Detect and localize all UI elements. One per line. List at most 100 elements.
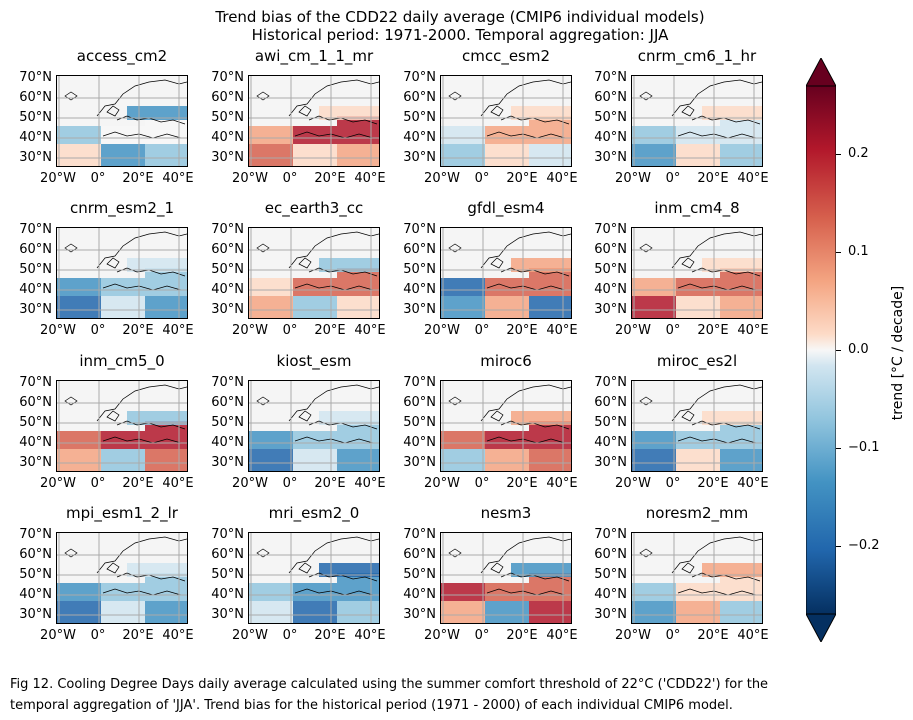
y-tick-label: 70°N — [594, 70, 627, 85]
bias-cell — [511, 258, 571, 272]
subplot-title: miroc_es2l — [656, 352, 738, 370]
bias-cell — [511, 106, 571, 120]
bias-cell — [337, 421, 379, 449]
y-tick-label: 60°N — [594, 547, 627, 562]
x-tick-label: 0° — [665, 171, 681, 186]
bias-cell — [337, 268, 379, 296]
subplot-title: kiost_esm — [276, 352, 352, 370]
x-tick-label: 20°E — [697, 323, 729, 338]
y-tick-label: 70°N — [403, 70, 436, 85]
x-tick-label: 40°E — [546, 628, 578, 643]
x-tick-label: 40°E — [354, 171, 386, 186]
subplot-title: inm_cm4_8 — [654, 199, 740, 217]
bias-cell — [57, 449, 101, 471]
bias-cell — [101, 449, 145, 471]
bias-cell — [441, 144, 485, 166]
bias-cell — [632, 583, 676, 601]
bias-cell — [293, 449, 337, 471]
colorbar-tick-mark — [836, 252, 841, 254]
bias-cell — [57, 144, 101, 166]
map-area — [631, 75, 763, 167]
x-tick-label: 20°E — [697, 628, 729, 643]
bias-cell — [441, 431, 485, 449]
subplot-inm_cm4_8: inm_cm4_8 70°N 60°N 50°N 40°N 30°N 20°W 0° 20°E 4… — [594, 199, 768, 338]
x-tick-label: 20°E — [697, 476, 729, 491]
x-tick-label: 20°W — [615, 171, 651, 186]
x-tick-label: 0° — [282, 171, 298, 186]
subplot-title: access_cm2 — [76, 47, 168, 65]
x-tick-label: 20°W — [40, 171, 76, 186]
subplot-miroc6: miroc6 70°N 60°N 50°N 40°N 30°N 20°W 0° 20°E 40°E — [403, 352, 577, 491]
x-tick-label: 40°E — [737, 323, 769, 338]
y-tick-label: 70°N — [19, 527, 52, 542]
subplot-title: cmcc_esm2 — [461, 47, 551, 65]
bias-cell — [441, 583, 485, 601]
bias-cell — [720, 449, 762, 471]
y-tick-label: 50°N — [594, 262, 627, 277]
y-tick-label: 30°N — [211, 150, 244, 165]
y-tick-label: 50°N — [403, 567, 436, 582]
x-tick-label: 20°W — [232, 476, 268, 491]
bias-cell — [145, 296, 187, 318]
y-tick-label: 60°N — [594, 242, 627, 257]
bias-cell — [57, 431, 101, 449]
bias-cell — [632, 449, 676, 471]
y-tick-label: 40°N — [594, 130, 627, 145]
y-tick-label: 50°N — [19, 110, 52, 125]
x-tick-label: 40°E — [737, 476, 769, 491]
bias-cell — [319, 563, 379, 577]
bias-cell — [337, 296, 379, 318]
y-tick-label: 40°N — [403, 282, 436, 297]
map-area — [248, 380, 380, 472]
subplot-nesm3: nesm3 70°N 60°N 50°N 40°N 30°N 20°W 0° 20°E 40°E — [403, 504, 577, 643]
bias-cell — [676, 296, 720, 318]
x-tick-label: 0° — [474, 171, 490, 186]
figure-title: Trend bias of the CDD22 daily average (C… — [0, 8, 913, 44]
colorbar-extend-bottom — [806, 613, 836, 642]
x-tick-label: 0° — [665, 628, 681, 643]
bias-cell — [145, 268, 187, 296]
x-tick-label: 20°E — [506, 628, 538, 643]
y-tick-label: 40°N — [19, 587, 52, 602]
bias-cell — [337, 144, 379, 166]
y-tick-label: 50°N — [19, 567, 52, 582]
map-area — [56, 227, 188, 319]
x-tick-label: 20°E — [122, 628, 154, 643]
map-svg — [57, 533, 187, 623]
bias-cell — [529, 116, 571, 144]
map-svg — [441, 228, 571, 318]
bias-cell — [145, 601, 187, 623]
y-tick-label: 30°N — [19, 302, 52, 317]
x-tick-label: 40°E — [162, 476, 194, 491]
x-tick-label: 40°E — [162, 171, 194, 186]
map-svg — [632, 381, 762, 471]
map-svg — [249, 76, 379, 166]
map-area — [440, 227, 572, 319]
map-area — [440, 532, 572, 624]
y-tick-label: 40°N — [403, 130, 436, 145]
x-tick-label: 20°W — [40, 628, 76, 643]
bias-cell — [676, 449, 720, 471]
subplot-title: miroc6 — [480, 352, 532, 370]
y-tick-label: 60°N — [403, 395, 436, 410]
bias-cell — [676, 601, 720, 623]
caption-line-1: Fig 12. Cooling Degree Days daily averag… — [10, 677, 769, 692]
y-tick-label: 50°N — [211, 110, 244, 125]
bias-cell — [441, 126, 485, 144]
y-tick-label: 30°N — [594, 607, 627, 622]
bias-cell — [441, 601, 485, 623]
y-tick-label: 50°N — [19, 262, 52, 277]
y-tick-label: 30°N — [403, 150, 436, 165]
subplot-title: awi_cm_1_1_mr — [254, 47, 374, 65]
map-area — [631, 227, 763, 319]
x-tick-label: 20°W — [40, 323, 76, 338]
x-tick-label: 40°E — [162, 323, 194, 338]
y-tick-label: 30°N — [211, 455, 244, 470]
y-tick-label: 40°N — [211, 282, 244, 297]
subplot-title: cnrm_cm6_1_hr — [637, 47, 757, 65]
map-area — [56, 532, 188, 624]
subplot-mpi_esm1_2_lr: mpi_esm1_2_lr 70°N 60°N 50°N 40°N 30°N 20°W 0° 2… — [19, 504, 193, 643]
y-tick-label: 60°N — [211, 242, 244, 257]
caption-line-2: temporal aggregation of 'JJA'. Trend bia… — [10, 698, 733, 713]
map-area — [248, 532, 380, 624]
